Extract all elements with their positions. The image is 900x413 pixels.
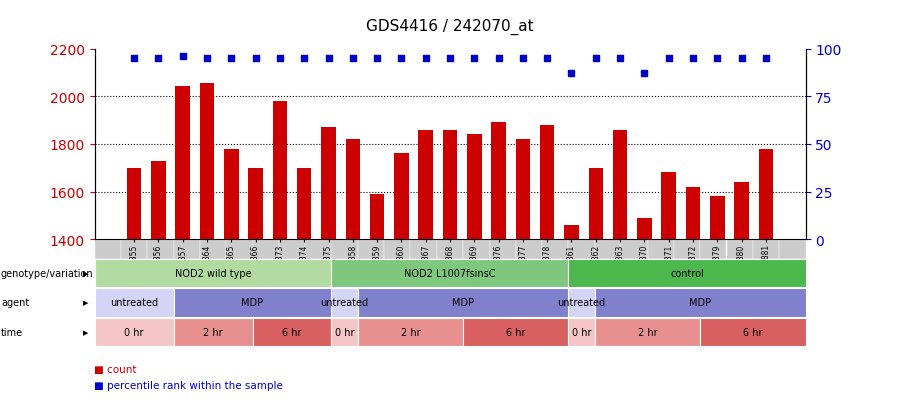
Bar bbox=[516, 140, 530, 413]
Bar bbox=[662, 173, 676, 413]
Text: MDP: MDP bbox=[452, 298, 474, 308]
Text: MDP: MDP bbox=[689, 298, 711, 308]
Bar bbox=[151, 161, 166, 413]
Point bbox=[662, 56, 676, 62]
Point bbox=[637, 71, 652, 78]
Point bbox=[127, 56, 141, 62]
Point bbox=[418, 56, 433, 62]
Text: 2 hr: 2 hr bbox=[400, 328, 420, 337]
Bar bbox=[224, 150, 238, 413]
Text: 0 hr: 0 hr bbox=[335, 328, 355, 337]
Point bbox=[248, 56, 263, 62]
Text: control: control bbox=[670, 268, 704, 278]
Bar bbox=[248, 169, 263, 413]
Bar bbox=[176, 86, 190, 413]
Bar bbox=[418, 131, 433, 413]
Point bbox=[224, 56, 238, 62]
Point bbox=[176, 54, 190, 60]
Point bbox=[273, 56, 287, 62]
Point bbox=[540, 56, 554, 62]
Text: 2 hr: 2 hr bbox=[203, 328, 223, 337]
Text: untreated: untreated bbox=[320, 298, 369, 308]
Text: ▶: ▶ bbox=[83, 270, 88, 276]
Point bbox=[151, 56, 166, 62]
Bar bbox=[734, 183, 749, 413]
Text: untreated: untreated bbox=[110, 298, 158, 308]
Bar bbox=[127, 169, 141, 413]
Bar bbox=[589, 169, 603, 413]
Bar bbox=[491, 123, 506, 413]
Bar bbox=[637, 218, 652, 413]
Point bbox=[613, 56, 627, 62]
Text: 6 hr: 6 hr bbox=[743, 328, 762, 337]
Point bbox=[686, 56, 700, 62]
Bar bbox=[443, 131, 457, 413]
Text: ■ count: ■ count bbox=[94, 364, 137, 374]
Bar bbox=[394, 154, 409, 413]
Text: MDP: MDP bbox=[241, 298, 264, 308]
Point bbox=[443, 56, 457, 62]
Point bbox=[346, 56, 360, 62]
Text: ▶: ▶ bbox=[83, 300, 88, 306]
Text: untreated: untreated bbox=[558, 298, 606, 308]
Text: 2 hr: 2 hr bbox=[638, 328, 657, 337]
Bar bbox=[200, 84, 214, 413]
Point bbox=[759, 56, 773, 62]
Point bbox=[564, 71, 579, 78]
Point bbox=[734, 56, 749, 62]
Text: 6 hr: 6 hr bbox=[506, 328, 526, 337]
Bar bbox=[710, 197, 724, 413]
Point bbox=[200, 56, 214, 62]
Point bbox=[710, 56, 724, 62]
Bar bbox=[273, 102, 287, 413]
Bar bbox=[370, 195, 384, 413]
Bar bbox=[467, 135, 482, 413]
Text: NOD2 wild type: NOD2 wild type bbox=[175, 268, 251, 278]
Bar bbox=[613, 131, 627, 413]
Text: genotype/variation: genotype/variation bbox=[1, 268, 94, 278]
Text: time: time bbox=[1, 328, 23, 337]
Bar bbox=[346, 140, 360, 413]
Text: 6 hr: 6 hr bbox=[283, 328, 302, 337]
Point bbox=[491, 56, 506, 62]
Text: NOD2 L1007fsinsC: NOD2 L1007fsinsC bbox=[404, 268, 496, 278]
Point bbox=[297, 56, 311, 62]
Bar bbox=[564, 225, 579, 413]
Point bbox=[589, 56, 603, 62]
Point bbox=[370, 56, 384, 62]
Text: agent: agent bbox=[1, 298, 29, 308]
Text: 0 hr: 0 hr bbox=[572, 328, 591, 337]
Point bbox=[321, 56, 336, 62]
Text: GDS4416 / 242070_at: GDS4416 / 242070_at bbox=[366, 19, 534, 35]
Bar bbox=[759, 150, 773, 413]
Bar bbox=[686, 188, 700, 413]
Point bbox=[394, 56, 409, 62]
Text: 0 hr: 0 hr bbox=[124, 328, 144, 337]
Text: ▶: ▶ bbox=[83, 330, 88, 335]
Bar bbox=[321, 128, 336, 413]
Bar bbox=[540, 126, 554, 413]
Point bbox=[516, 56, 530, 62]
Bar bbox=[297, 169, 311, 413]
Point bbox=[467, 56, 482, 62]
Text: ■ percentile rank within the sample: ■ percentile rank within the sample bbox=[94, 380, 284, 390]
